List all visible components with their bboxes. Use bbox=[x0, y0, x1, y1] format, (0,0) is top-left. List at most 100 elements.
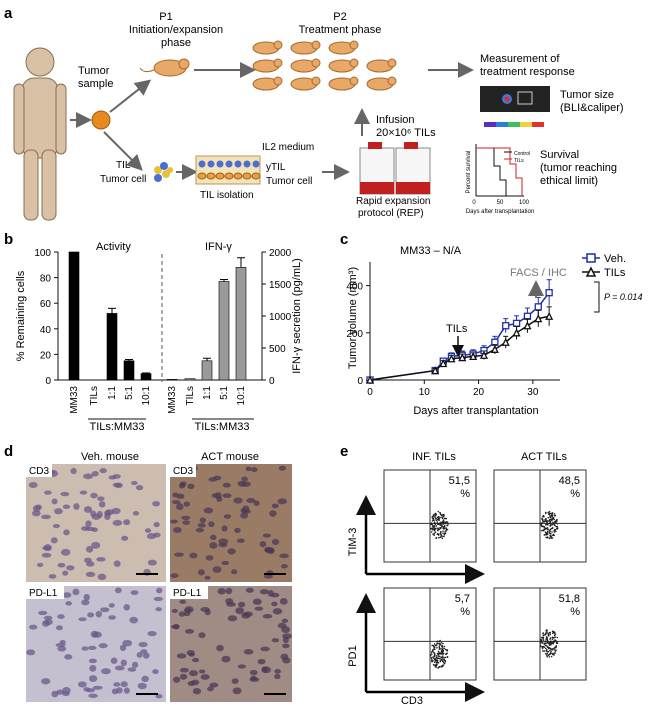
p1-title: P1 bbox=[159, 11, 172, 23]
pvalue-label: P = 0.014 bbox=[604, 292, 642, 302]
point bbox=[447, 354, 456, 363]
legend-tils: TILs bbox=[604, 267, 626, 279]
til-cell bbox=[234, 160, 242, 168]
mouse-icon bbox=[328, 58, 359, 73]
point bbox=[469, 351, 478, 361]
flow-plots: 51,5%48,5%5,7%51,8% bbox=[383, 469, 587, 681]
survival-legend-control: Control bbox=[514, 151, 530, 157]
panel-b-group-left: TILs:MM33 bbox=[89, 421, 144, 433]
tils-arrow-label: TILs bbox=[446, 323, 468, 335]
panel-d-col1: Veh. mouse bbox=[81, 451, 139, 463]
ihc-veh-cd3 bbox=[26, 464, 166, 582]
point bbox=[502, 322, 510, 330]
tumor-cell bbox=[206, 172, 216, 180]
survival-ylabel: Percent survival bbox=[466, 151, 472, 194]
panel-d: d Veh. mouse ACT mouse CD3 CD3 PD-L1 PD-… bbox=[4, 443, 292, 702]
b-left-tick-label: 20 bbox=[40, 350, 52, 361]
b-right-tick-label: 0 bbox=[269, 376, 275, 387]
b-category-label: 5:1 bbox=[124, 386, 135, 400]
panel-b-right-ylabel: IFN-γ secretion (pg/mL) bbox=[291, 258, 303, 374]
mouse-icon bbox=[290, 76, 321, 91]
tumor-size-label-2: (BLI&caliper) bbox=[560, 102, 624, 114]
mouse-icon bbox=[252, 40, 283, 55]
b-category-label: 1:1 bbox=[107, 386, 118, 400]
measurement-label-2: treatment response bbox=[480, 66, 575, 78]
b-left-tick-label: 40 bbox=[40, 325, 52, 336]
flow-quadrant-value: 51,8 bbox=[559, 593, 580, 605]
panel-c-legend: Veh. TILs bbox=[582, 253, 626, 279]
bar bbox=[106, 313, 118, 381]
survival-label: Survival bbox=[540, 149, 579, 161]
panel-c: c MM33 – N/A Tumor volume (mm³) Days aft… bbox=[340, 231, 642, 417]
panel-c-xlabel: Days after transplantation bbox=[413, 405, 538, 417]
flow-quadrant-pct: % bbox=[570, 488, 580, 500]
b-category-label: 1:1 bbox=[202, 386, 213, 400]
point bbox=[523, 321, 532, 330]
til-cluster-icon bbox=[154, 162, 173, 182]
survival-tick-50: 50 bbox=[497, 200, 504, 206]
p1-subtitle-2: phase bbox=[161, 37, 191, 49]
point bbox=[439, 359, 448, 368]
point bbox=[365, 375, 375, 384]
bar bbox=[68, 251, 80, 381]
facs-ihc-label: FACS / IHC bbox=[510, 267, 567, 279]
panel-c-ylabel: Tumor volume (mm³) bbox=[347, 267, 359, 369]
bar bbox=[184, 378, 196, 381]
b-right-tick-label: 500 bbox=[269, 344, 286, 355]
panel-b-right-title: IFN-γ bbox=[205, 241, 232, 253]
panel-b-letter: b bbox=[4, 231, 13, 248]
flow-quadrant-value: 5,7 bbox=[455, 593, 470, 605]
pvalue-bracket bbox=[594, 281, 600, 313]
b-category-label: TILs bbox=[89, 386, 100, 405]
flow-quadrant-pct: % bbox=[460, 488, 470, 500]
panel-e-col1: INF. TILs bbox=[412, 451, 456, 463]
b-category-label: MM33 bbox=[69, 386, 80, 414]
human-figure-icon bbox=[13, 47, 67, 221]
mouse-icon bbox=[366, 58, 397, 73]
point bbox=[545, 311, 554, 320]
point bbox=[501, 337, 510, 346]
dish-cells bbox=[197, 160, 261, 180]
flow-quadrant-value: 48,5 bbox=[559, 475, 580, 487]
til-cell bbox=[252, 160, 260, 168]
til-cell bbox=[225, 160, 233, 168]
c-y-tick-label: 400 bbox=[346, 282, 363, 293]
panel-a-letter: a bbox=[4, 5, 13, 22]
point bbox=[512, 319, 521, 328]
panel-d-letter: d bbox=[4, 443, 13, 460]
panel-a: a Tumor sample P1 Initiation/expansion p… bbox=[4, 5, 624, 221]
panel-b-left-ylabel: % Remaining cells bbox=[15, 270, 27, 361]
flow-quadrant-pct: % bbox=[570, 606, 580, 618]
til-cell bbox=[207, 160, 215, 168]
b-right-tick-label: 1000 bbox=[269, 312, 292, 323]
mouse-icon bbox=[328, 40, 359, 55]
panel-b: b Activity IFN-γ % Remaining cells IFN-γ… bbox=[4, 231, 303, 433]
til-cell bbox=[243, 160, 251, 168]
point bbox=[512, 328, 521, 337]
panel-b-left-title: Activity bbox=[96, 241, 131, 253]
ihc-nuclei bbox=[26, 464, 292, 699]
survival-label-3: ethical limit) bbox=[540, 175, 598, 187]
survival-legend-tils: TILs bbox=[514, 158, 524, 164]
p2-title: P2 bbox=[333, 11, 346, 23]
survival-tick-0: 0 bbox=[472, 200, 476, 206]
b-left-tick-label: 100 bbox=[34, 248, 51, 259]
panel-e-letter: e bbox=[340, 443, 348, 460]
flow-ylabel-tim3: TIM-3 bbox=[347, 528, 359, 557]
panel-e: e INF. TILs ACT TILs 51,5%48,5%5,7%51,8%… bbox=[340, 443, 587, 707]
panel-d-col2: ACT mouse bbox=[201, 451, 259, 463]
survival-label-2: (tumor reaching bbox=[540, 162, 617, 174]
flow-quadrant-pct: % bbox=[460, 606, 470, 618]
measurement-label: Measurement of bbox=[480, 53, 560, 65]
panel-c-letter: c bbox=[340, 231, 348, 248]
tumor-cell-label-2: Tumor cell bbox=[266, 176, 312, 187]
point bbox=[534, 314, 543, 323]
survival-tick-100: 100 bbox=[519, 200, 530, 206]
point bbox=[479, 350, 489, 359]
tumor-size-label: Tumor size bbox=[560, 89, 614, 101]
bar bbox=[201, 360, 213, 381]
tumor-cell bbox=[242, 172, 252, 180]
panel-b-group-right: TILs:MM33 bbox=[194, 421, 249, 433]
ihc-label-cd3-act: CD3 bbox=[173, 466, 193, 477]
til-label: TIL bbox=[116, 160, 131, 171]
